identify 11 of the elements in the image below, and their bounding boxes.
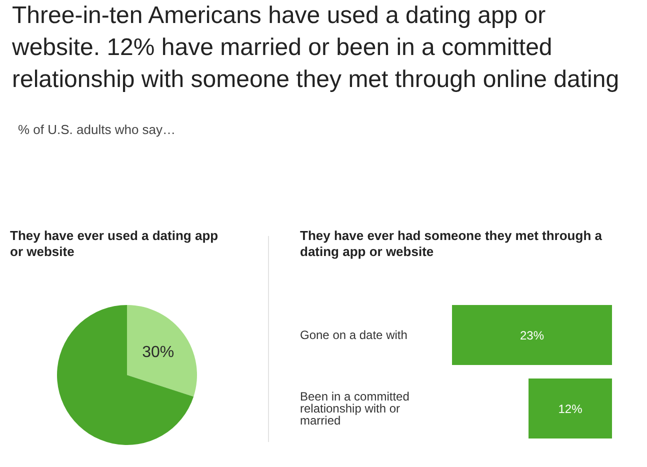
text: % of U.S. adults who say… (18, 122, 177, 137)
text: Three-in-ten Americans have used a dating app or website. 12% have married or been in a committed relationship with someone they met through online dating (12, 1, 620, 95)
y-tick-label: Been in a committed relationship with or married (300, 390, 410, 428)
data-label: 23% (520, 328, 544, 342)
pie-slice (127, 305, 197, 397)
data-label: 12% (558, 402, 583, 416)
pie-slice (57, 305, 194, 445)
chart-title: They have ever had someone they met through a dating app or website (300, 228, 603, 260)
data-label: 30% (142, 344, 174, 361)
chart-title: They have ever used a dating app or website (10, 228, 220, 260)
y-tick-label: Gone on a date with (300, 328, 408, 342)
